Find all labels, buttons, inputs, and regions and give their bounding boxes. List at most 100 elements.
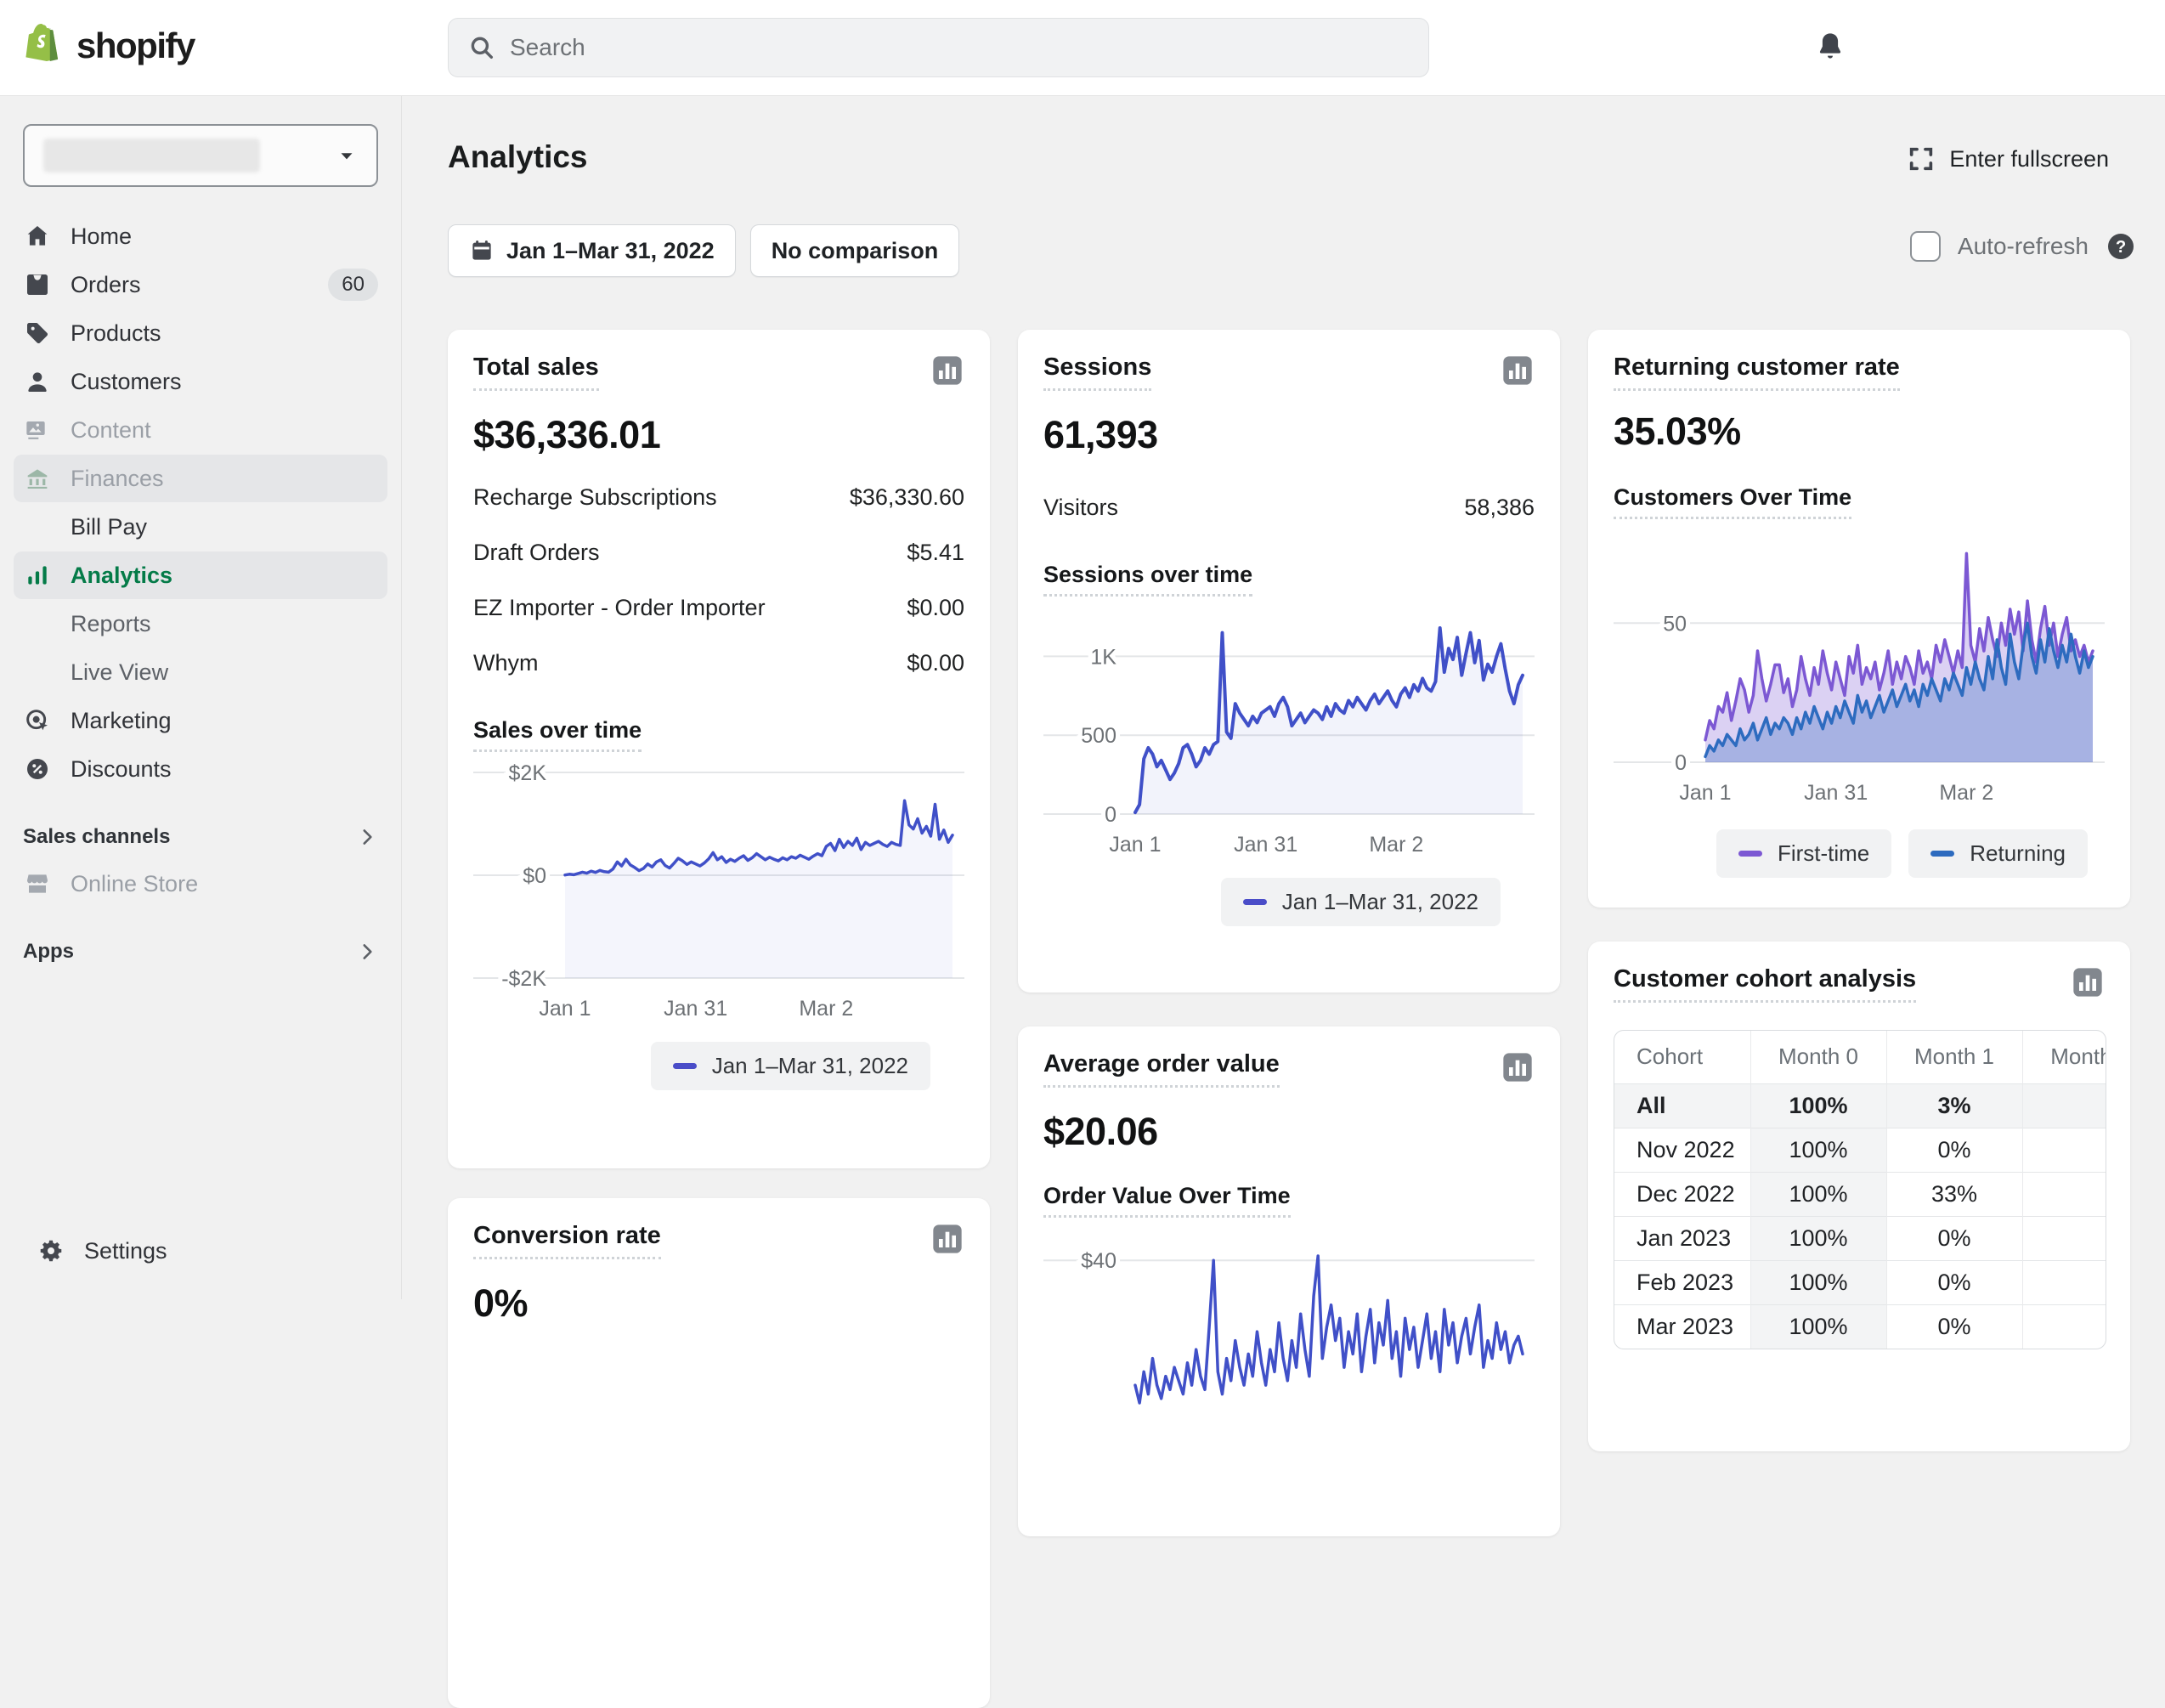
svg-text:0: 0 (1105, 803, 1116, 827)
average-order-value-title[interactable]: Average order value (1043, 1050, 1280, 1088)
customers-over-time-chart: 500Jan 1Jan 31Mar 2 (1614, 528, 2105, 808)
sidebar-item-label: Finances (71, 466, 164, 492)
legend-label: Returning (1970, 840, 2066, 867)
marketing-icon (23, 706, 52, 735)
total-sales-card: Total sales $36,336.01 Recharge Subscrip… (448, 330, 990, 1168)
svg-text:50: 50 (1663, 612, 1687, 636)
svg-text:Jan 1: Jan 1 (1679, 781, 1731, 805)
sessions-chart-legend: Jan 1–Mar 31, 2022 (1043, 878, 1501, 926)
auto-refresh-checkbox[interactable] (1910, 231, 1941, 262)
sales-breakdown-row: Whym $0.00 (473, 648, 964, 678)
chevron-right-icon (356, 941, 378, 963)
content-icon (23, 416, 52, 444)
sidebar: Home Orders 60 ProductsCustomersContent Fina… (0, 96, 402, 1299)
cards-column-1: Total sales $36,336.01 Recharge Subscrip… (448, 330, 990, 1708)
sidebar-header-label: Apps (23, 940, 74, 964)
sidebar-item-orders[interactable]: Orders 60 (14, 261, 387, 308)
sidebar-item-discounts[interactable]: Discounts (14, 745, 387, 793)
auto-refresh-label: Auto-refresh (1958, 233, 2089, 260)
total-sales-breakdown: Recharge Subscriptions $36,330.60Draft O… (473, 483, 964, 678)
cohort-row: Mar 2023100%0% (1614, 1304, 2106, 1349)
sidebar-item-products[interactable]: Products (14, 309, 387, 357)
bar-chart-icon[interactable] (1501, 353, 1535, 387)
sidebar-item-label: Orders (71, 272, 141, 298)
sidebar-item-online-store[interactable]: Online Store (14, 860, 387, 908)
returning-customer-rate-title[interactable]: Returning customer rate (1614, 353, 1900, 391)
legend-label: Jan 1–Mar 31, 2022 (712, 1053, 908, 1079)
customers-icon (23, 367, 52, 396)
sessions-title[interactable]: Sessions (1043, 353, 1151, 391)
store-icon (23, 869, 52, 898)
sidebar-item-label: Bill Pay (71, 514, 147, 540)
svg-text:1K: 1K (1090, 645, 1116, 669)
comparison-label: No comparison (772, 238, 939, 264)
sidebar-item-content[interactable]: Content (14, 406, 387, 454)
sidebar-item-marketing[interactable]: Marketing (14, 697, 387, 744)
metrics-grid: Total sales $36,336.01 Recharge Subscrip… (448, 330, 2130, 1708)
date-range-button[interactable]: Jan 1–Mar 31, 2022 (448, 224, 736, 277)
sidebar-item-bill-pay[interactable]: Bill Pay (14, 503, 387, 551)
sidebar-item-label: Analytics (71, 563, 172, 589)
comparison-button[interactable]: No comparison (750, 224, 960, 277)
legend-label: First-time (1778, 840, 1869, 867)
legend-item: First-time (1716, 829, 1891, 878)
legend-swatch (1738, 851, 1762, 857)
cohort-col-header: Month 1 (1886, 1031, 2022, 1083)
shopify-wordmark: shopify (76, 25, 195, 66)
store-selector[interactable] (23, 124, 378, 187)
bar-chart-icon[interactable] (930, 353, 964, 387)
cohort-row: Feb 2023100%0% (1614, 1260, 2106, 1304)
legend-item: Returning (1908, 829, 2088, 878)
bar-chart-icon[interactable] (930, 1222, 964, 1256)
total-sales-value: $36,336.01 (473, 413, 964, 457)
legend-item: Jan 1–Mar 31, 2022 (651, 1042, 930, 1090)
cohort-col-header: Month 2 (2022, 1031, 2106, 1083)
sidebar-item-settings[interactable]: Settings (27, 1227, 374, 1275)
customers-over-time-subtitle[interactable]: Customers Over Time (1614, 484, 1851, 519)
sidebar-header-apps[interactable]: Apps (14, 930, 387, 974)
sidebar-item-label: Reports (71, 611, 151, 637)
sales-breakdown-row: EZ Importer - Order Importer $0.00 (473, 593, 964, 623)
sidebar-nav: Home Orders 60 ProductsCustomersContent Fina… (0, 212, 401, 974)
sidebar-item-home[interactable]: Home (14, 212, 387, 260)
page-title: Analytics (448, 139, 588, 175)
total-sales-title[interactable]: Total sales (473, 353, 599, 391)
breakdown-value: $0.00 (907, 593, 964, 623)
enter-fullscreen-button[interactable]: Enter fullscreen (1907, 144, 2109, 173)
cohort-row: Jan 2023100%0% (1614, 1216, 2106, 1260)
svg-text:Mar 2: Mar 2 (799, 997, 853, 1021)
svg-text:-$2K: -$2K (501, 967, 546, 991)
order-value-over-time-subtitle[interactable]: Order Value Over Time (1043, 1183, 1291, 1218)
sidebar-item-live-view[interactable]: Live View (14, 648, 387, 696)
breakdown-label: Whym (473, 648, 539, 678)
sidebar-item-finances[interactable]: Finances (14, 455, 387, 502)
gear-icon (37, 1236, 65, 1265)
help-question-icon[interactable]: ? (2106, 231, 2136, 262)
sales-over-time-subtitle[interactable]: Sales over time (473, 717, 642, 752)
breakdown-label: EZ Importer - Order Importer (473, 593, 766, 623)
svg-text:500: 500 (1081, 724, 1116, 748)
sessions-over-time-subtitle[interactable]: Sessions over time (1043, 562, 1252, 597)
sessions-over-time-chart: 1K5000Jan 1Jan 31Mar 2 (1043, 605, 1535, 860)
customer-cohort-analysis-title[interactable]: Customer cohort analysis (1614, 965, 1916, 1003)
shopify-logo: shopify (22, 20, 195, 71)
sidebar-header-sales-channels[interactable]: Sales channels (14, 815, 387, 859)
sidebar-item-customers[interactable]: Customers (14, 358, 387, 405)
notifications-bell-icon[interactable] (1806, 24, 1854, 71)
home-icon (23, 222, 52, 251)
search-input[interactable]: Search (448, 18, 1429, 77)
svg-text:Mar 2: Mar 2 (1369, 833, 1423, 857)
sidebar-item-label: Discounts (71, 756, 172, 783)
search-placeholder: Search (510, 34, 585, 61)
bar-chart-icon[interactable] (2071, 965, 2105, 999)
legend-swatch (1930, 851, 1954, 857)
cards-column-2: Sessions 61,393 Visitors 58,386 Sessions… (1018, 330, 1560, 1708)
sidebar-item-analytics[interactable]: Analytics (14, 551, 387, 599)
conversion-rate-title[interactable]: Conversion rate (473, 1222, 661, 1259)
sidebar-item-reports[interactable]: Reports (14, 600, 387, 648)
caret-down-icon (336, 144, 358, 167)
sidebar-item-label: Online Store (71, 871, 198, 897)
bar-chart-icon[interactable] (1501, 1050, 1535, 1084)
search-icon (467, 33, 496, 62)
orders-count-badge: 60 (328, 269, 378, 301)
